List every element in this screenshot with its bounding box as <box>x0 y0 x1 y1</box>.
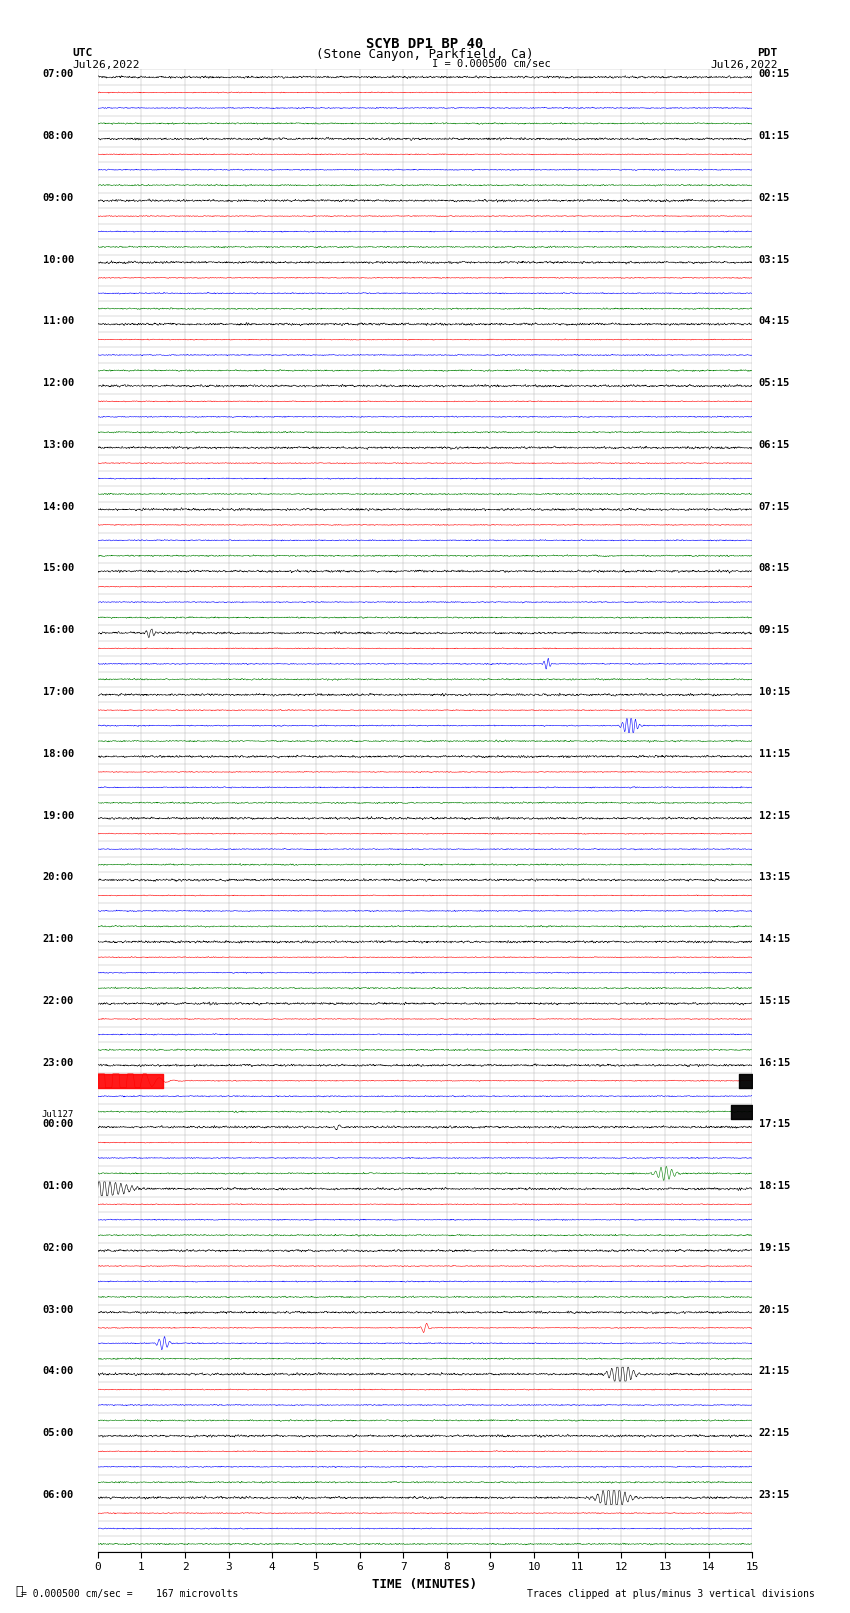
Text: 00:15: 00:15 <box>759 69 790 79</box>
X-axis label: TIME (MINUTES): TIME (MINUTES) <box>372 1578 478 1590</box>
Text: 17:15: 17:15 <box>759 1119 790 1129</box>
Text: 19:15: 19:15 <box>759 1244 790 1253</box>
Text: 17:00: 17:00 <box>42 687 74 697</box>
Text: 05:15: 05:15 <box>759 377 790 389</box>
Text: 04:15: 04:15 <box>759 316 790 326</box>
Text: 04:00: 04:00 <box>42 1366 74 1376</box>
Text: SCYB DP1 BP 40: SCYB DP1 BP 40 <box>366 37 484 52</box>
Text: 21:00: 21:00 <box>42 934 74 944</box>
Text: 13:15: 13:15 <box>759 873 790 882</box>
Text: PDT: PDT <box>757 48 778 58</box>
Text: 01:15: 01:15 <box>759 131 790 140</box>
Text: 15:00: 15:00 <box>42 563 74 574</box>
Text: 01:00: 01:00 <box>42 1181 74 1190</box>
Text: ⎸: ⎸ <box>15 1586 23 1598</box>
Text: 20:00: 20:00 <box>42 873 74 882</box>
Text: I = 0.000500 cm/sec: I = 0.000500 cm/sec <box>432 58 550 69</box>
Text: 07:15: 07:15 <box>759 502 790 511</box>
Text: 14:15: 14:15 <box>759 934 790 944</box>
Text: 06:15: 06:15 <box>759 440 790 450</box>
Text: 14:00: 14:00 <box>42 502 74 511</box>
Text: 21:15: 21:15 <box>759 1366 790 1376</box>
Text: Traces clipped at plus/minus 3 vertical divisions: Traces clipped at plus/minus 3 vertical … <box>527 1589 815 1598</box>
Text: 09:15: 09:15 <box>759 626 790 636</box>
Text: Jul26,2022: Jul26,2022 <box>72 60 139 69</box>
Text: 06:00: 06:00 <box>42 1490 74 1500</box>
Text: 00:00: 00:00 <box>42 1119 74 1129</box>
Text: UTC: UTC <box>72 48 93 58</box>
Text: = 0.000500 cm/sec =    167 microvolts: = 0.000500 cm/sec = 167 microvolts <box>21 1589 239 1598</box>
Text: 11:00: 11:00 <box>42 316 74 326</box>
Text: 23:15: 23:15 <box>759 1490 790 1500</box>
Text: 16:00: 16:00 <box>42 626 74 636</box>
Text: 13:00: 13:00 <box>42 440 74 450</box>
Text: Jul127: Jul127 <box>42 1110 74 1119</box>
Text: Jul26,2022: Jul26,2022 <box>711 60 778 69</box>
Text: 02:00: 02:00 <box>42 1244 74 1253</box>
Text: 05:00: 05:00 <box>42 1428 74 1439</box>
Text: 15:15: 15:15 <box>759 995 790 1007</box>
Text: (Stone Canyon, Parkfield, Ca): (Stone Canyon, Parkfield, Ca) <box>316 48 534 61</box>
Text: 22:15: 22:15 <box>759 1428 790 1439</box>
Text: 09:00: 09:00 <box>42 194 74 203</box>
Text: 16:15: 16:15 <box>759 1058 790 1068</box>
Text: 03:15: 03:15 <box>759 255 790 265</box>
Text: 22:00: 22:00 <box>42 995 74 1007</box>
Text: 23:00: 23:00 <box>42 1058 74 1068</box>
Text: 08:15: 08:15 <box>759 563 790 574</box>
Text: 08:00: 08:00 <box>42 131 74 140</box>
Text: 12:00: 12:00 <box>42 377 74 389</box>
Text: 20:15: 20:15 <box>759 1305 790 1315</box>
Text: 11:15: 11:15 <box>759 748 790 758</box>
Text: 18:00: 18:00 <box>42 748 74 758</box>
Text: 18:15: 18:15 <box>759 1181 790 1190</box>
Text: 03:00: 03:00 <box>42 1305 74 1315</box>
Text: 12:15: 12:15 <box>759 811 790 821</box>
Text: 10:00: 10:00 <box>42 255 74 265</box>
Text: 10:15: 10:15 <box>759 687 790 697</box>
Text: 02:15: 02:15 <box>759 194 790 203</box>
Text: 07:00: 07:00 <box>42 69 74 79</box>
Text: 19:00: 19:00 <box>42 811 74 821</box>
